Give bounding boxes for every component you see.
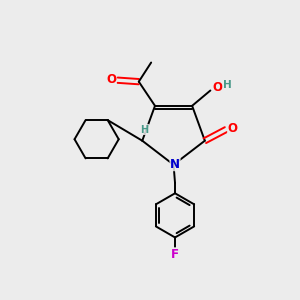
Text: O: O: [213, 81, 223, 94]
Text: O: O: [213, 81, 223, 94]
Text: F: F: [171, 248, 179, 261]
Text: O: O: [106, 73, 116, 85]
Text: H: H: [141, 124, 149, 134]
Text: O: O: [227, 122, 238, 135]
Text: H: H: [224, 80, 231, 90]
Text: H: H: [223, 80, 232, 90]
Text: O: O: [106, 73, 116, 85]
Text: N: N: [170, 158, 180, 171]
Text: F: F: [171, 248, 179, 261]
Text: H: H: [141, 124, 148, 134]
Text: O: O: [227, 122, 238, 135]
Text: N: N: [170, 158, 180, 171]
